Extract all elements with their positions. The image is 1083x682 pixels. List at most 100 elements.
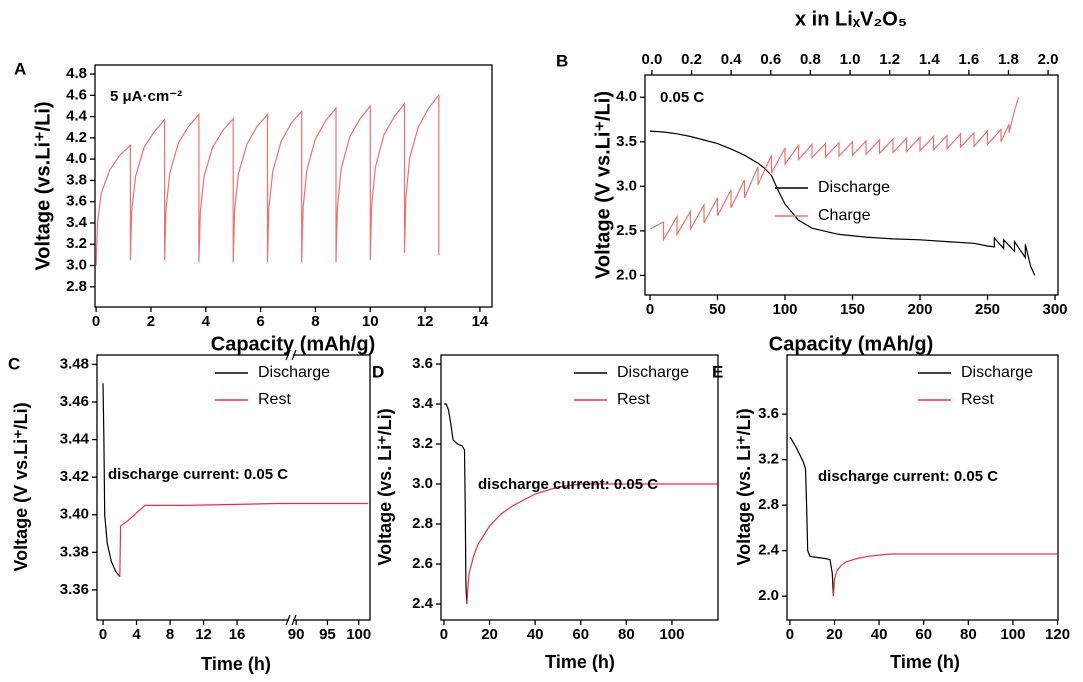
plot-frame [94,64,493,308]
y-tick-label: 2.4 [758,542,780,559]
x-tick-label: 50 [709,301,726,318]
x-tick-label: 80 [618,626,635,643]
y-tick-label: 2.5 [616,222,637,239]
x2-axis-label: x in LiₓV₂O₅ [795,8,907,30]
x2-tick-label: 1.4 [919,51,941,68]
y-axis-label: Voltage (V vs.Li⁺/Li) [592,91,614,279]
data-line [649,130,1036,276]
y-tick-label: 4.0 [616,88,637,105]
plot-frame [786,354,1059,621]
axis-break [285,349,291,361]
x2-tick-label: 1.6 [958,51,979,68]
y-tick-label: 3.36 [60,581,89,598]
data-line [832,553,1058,597]
x-tick-label: 60 [915,626,932,643]
y-tick-label: 2.8 [66,278,87,295]
panel-label: E [712,362,723,381]
y-tick-label: 3.2 [758,451,779,468]
legend-label: Discharge [617,364,689,381]
y-tick-label: 4.8 [66,65,87,82]
y-tick-label: 3.42 [60,468,89,485]
axis-break-gap [289,618,293,622]
x2-tick-label: 0.2 [681,51,702,68]
x-tick-label: 0 [440,626,448,643]
y-tick-label: 3.2 [66,235,87,252]
annotation: discharge current: 0.05 C [478,476,658,493]
x2-tick-label: 2.0 [1038,51,1059,68]
y-tick-label: 3.0 [412,475,433,492]
y-tick-label: 2.6 [412,555,433,572]
axis-break [291,614,297,626]
data-line [466,483,718,605]
legend-label: Discharge [258,364,330,381]
y-axis-label: Voltage (vs. Li⁺/Li) [375,408,395,565]
y-tick-label: 3.48 [60,355,89,372]
y-tick-label: 3.5 [616,133,637,150]
x-tick-label: 16 [229,626,246,643]
annotation: discharge current: 0.05 C [818,468,998,485]
x-tick-label: 10 [362,313,379,330]
x-axis-label: Time (h) [890,652,960,672]
x-tick-label: 90 [288,626,305,643]
y-tick-label: 2.0 [758,587,779,604]
x2-tick-label: 1.2 [879,51,900,68]
legend-label: Discharge [961,364,1033,381]
y-tick-label: 3.0 [66,256,87,273]
y-tick-label: 3.38 [60,543,89,560]
y-tick-label: 3.6 [412,355,433,372]
data-line [649,97,1020,243]
y-tick-label: 3.6 [758,405,779,422]
x2-tick-label: 0.4 [721,51,743,68]
y-tick-label: 3.46 [60,393,89,410]
legend-label: Rest [961,391,994,408]
plot-frame [96,354,371,621]
x-tick-label: 12 [417,313,434,330]
y-tick-label: 3.6 [66,193,87,210]
x-tick-label: 8 [311,313,319,330]
x-tick-label: 100 [659,626,684,643]
data-line [95,93,440,266]
data-line [102,383,121,578]
y-axis-label: Voltage (vs.Li⁺/Li) [32,101,54,270]
data-line [119,502,369,577]
plot-frame [440,354,719,621]
y-tick-label: 3.0 [616,177,637,194]
x-tick-label: 250 [975,301,1000,318]
x-tick-label: 40 [527,626,544,643]
data-line [444,403,468,605]
x-tick-label: 100 [1000,626,1025,643]
x2-tick-label: 0.0 [642,51,663,68]
x-tick-label: 6 [256,313,264,330]
axis-break-gap [289,353,293,357]
x-tick-label: 8 [166,626,174,643]
x-tick-label: 200 [908,301,933,318]
x-tick-label: 80 [960,626,977,643]
y-axis-label: Voltage (vs. Li⁺/Li) [734,408,754,565]
x-axis-label: Time (h) [545,652,615,672]
y-tick-label: 4.0 [66,150,87,167]
panel-label: D [372,362,384,381]
x2-tick-label: 0.8 [800,51,821,68]
data-line [789,436,834,597]
y-tick-label: 4.6 [66,86,87,103]
x-tick-label: 120 [1045,626,1070,643]
x-tick-label: 0 [786,626,794,643]
x-tick-label: 95 [319,626,336,643]
legend-label: Rest [617,391,650,408]
x-axis-label: Capacity (mAh/g) [769,333,933,355]
x-tick-label: 300 [1043,301,1068,318]
y-axis-label: Voltage (V vs.Li⁺/Li) [11,402,31,571]
annotation: discharge current: 0.05 C [108,466,288,483]
legend-label: Charge [818,207,871,224]
x-axis-label: Capacity (mAh/g) [211,333,375,355]
y-tick-label: 3.4 [66,214,88,231]
x-tick-label: 12 [195,626,212,643]
x2-tick-label: 0.6 [760,51,781,68]
y-tick-label: 2.8 [758,496,779,513]
x-tick-label: 0 [92,313,100,330]
legend-label: Rest [258,391,291,408]
x-axis-label: Time (h) [201,654,271,674]
x2-tick-label: 1.8 [998,51,1019,68]
x2-tick-label: 1.0 [840,51,861,68]
annotation: 5 μA·cm⁻² [110,88,182,105]
